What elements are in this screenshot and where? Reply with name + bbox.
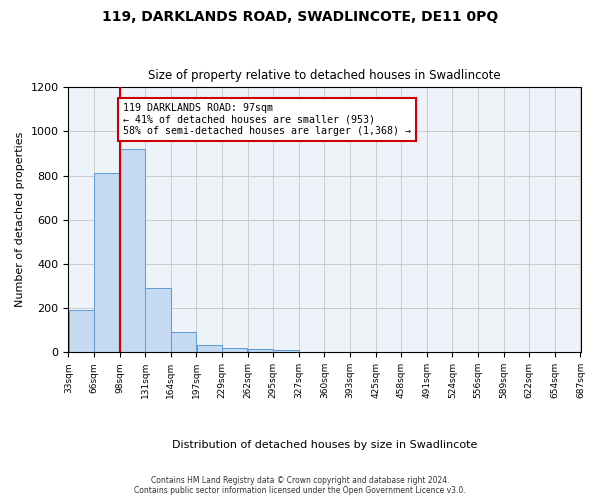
Bar [145, 288, 170, 352]
Text: 119 DARKLANDS ROAD: 97sqm
← 41% of detached houses are smaller (953)
58% of semi: 119 DARKLANDS ROAD: 97sqm ← 41% of detac… [124, 103, 412, 136]
Y-axis label: Number of detached properties: Number of detached properties [15, 132, 25, 308]
Bar [197, 344, 222, 352]
Text: 119, DARKLANDS ROAD, SWADLINCOTE, DE11 0PQ: 119, DARKLANDS ROAD, SWADLINCOTE, DE11 0… [102, 10, 498, 24]
Bar [222, 348, 247, 352]
Title: Size of property relative to detached houses in Swadlincote: Size of property relative to detached ho… [148, 69, 501, 82]
Bar [171, 332, 196, 352]
Bar [68, 310, 94, 352]
Bar [120, 149, 145, 352]
X-axis label: Distribution of detached houses by size in Swadlincote: Distribution of detached houses by size … [172, 440, 477, 450]
Text: Contains HM Land Registry data © Crown copyright and database right 2024.
Contai: Contains HM Land Registry data © Crown c… [134, 476, 466, 495]
Bar [248, 349, 273, 352]
Bar [274, 350, 299, 352]
Bar [94, 174, 119, 352]
